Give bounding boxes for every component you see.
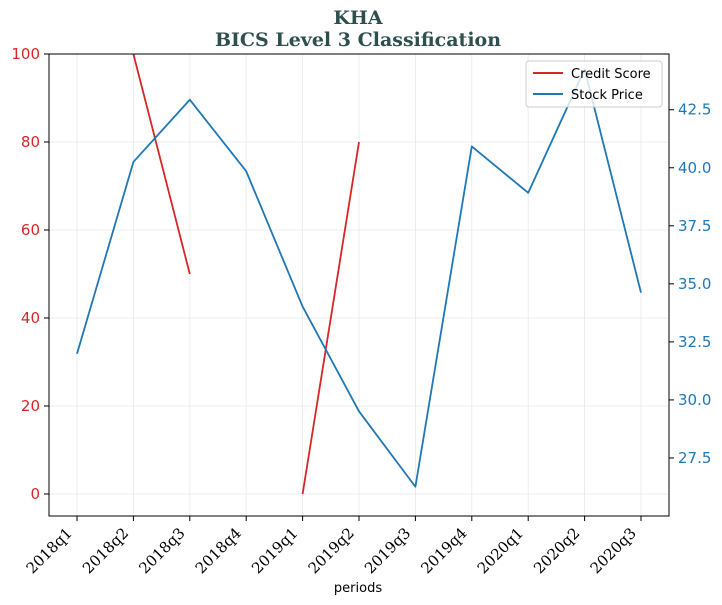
legend: Credit Score Stock Price (525, 60, 663, 108)
grid (49, 53, 669, 516)
x-tick-label: 2019q3 (361, 524, 414, 577)
left-tick-label: 60 (21, 221, 40, 239)
right-tick-label: 32.5 (678, 333, 711, 351)
x-tick-label: 2019q2 (305, 524, 358, 577)
x-axis-label: periods (334, 581, 382, 596)
right-tick-label: 27.5 (678, 449, 711, 467)
legend-label-credit-score: Credit Score (571, 67, 651, 82)
x-tick-label: 2018q2 (79, 524, 132, 577)
right-tick-label: 37.5 (678, 217, 711, 235)
right-axis: 27.5 30.0 32.5 35.0 37.5 40.0 42.5 (669, 101, 711, 467)
series-line-credit-score (132, 53, 360, 495)
series-layer (76, 53, 642, 495)
x-tick-label: 2018q4 (192, 524, 245, 577)
left-tick-label: 20 (21, 397, 40, 415)
right-tick-label: 40.0 (678, 159, 711, 177)
left-tick-label: 0 (30, 485, 40, 503)
x-tick-label: 2018q1 (23, 524, 76, 577)
right-tick-label: 42.5 (678, 101, 711, 119)
series-line-stock-price (76, 68, 642, 488)
x-tick-label: 2020q1 (474, 524, 527, 577)
x-tick-label: 2018q3 (135, 524, 188, 577)
left-tick-label: 80 (21, 133, 40, 151)
x-tick-label: 2019q1 (248, 524, 301, 577)
x-tick-label: 2019q4 (417, 524, 470, 577)
left-tick-label: 40 (21, 309, 40, 327)
left-axis: 0 20 40 60 80 100 (11, 45, 49, 503)
right-tick-label: 35.0 (678, 275, 711, 293)
legend-label-stock-price: Stock Price (571, 88, 643, 103)
x-axis: 2018q1 2018q2 2018q3 2018q4 2019q1 2019q2 2019… (23, 516, 642, 577)
x-tick-label: 2020q2 (530, 524, 583, 577)
left-tick-label: 100 (11, 45, 40, 63)
right-tick-label: 30.0 (678, 391, 711, 409)
chart-subtitle: BICS Level 3 Classification (215, 29, 501, 51)
x-tick-label: 2020q3 (587, 524, 640, 577)
chart-title: KHA (333, 7, 382, 29)
